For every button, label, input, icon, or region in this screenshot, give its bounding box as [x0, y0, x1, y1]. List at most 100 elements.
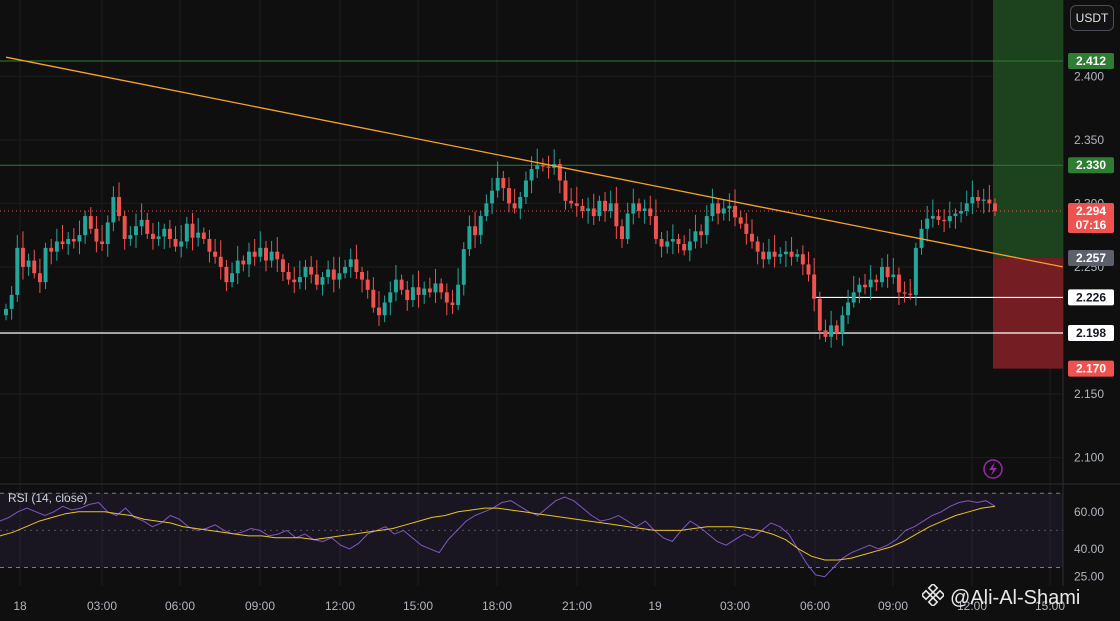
candle-body [699, 231, 704, 236]
candle-body [179, 241, 184, 247]
candle-body [207, 238, 212, 252]
x-tick-label: 18 [13, 599, 27, 613]
candle-body [902, 292, 907, 294]
candle-body [201, 232, 206, 239]
candle-body [337, 273, 342, 280]
candle-body [823, 330, 828, 337]
rsi-y-tick-label: 40.00 [1074, 542, 1104, 556]
candle-body [314, 274, 319, 285]
candle-body [49, 247, 54, 252]
candle-body [812, 274, 817, 299]
candle-body [26, 260, 31, 267]
candle-body [817, 298, 822, 331]
x-tick-label: 03:00 [87, 599, 117, 613]
candle-body [648, 208, 653, 217]
candle-body [258, 247, 263, 257]
price-label-box [1068, 157, 1114, 174]
x-tick-label: 21:00 [562, 599, 592, 613]
candle-body [439, 283, 444, 293]
candle-body [263, 247, 268, 261]
candle-body [829, 325, 834, 337]
x-tick-label: 15:00 [403, 599, 433, 613]
currency-selector-button[interactable]: USDT [1070, 5, 1114, 31]
candle-body [766, 251, 771, 260]
candle-body [343, 266, 348, 274]
candle-body [620, 226, 624, 239]
candle-body [139, 219, 144, 227]
candle-body [535, 165, 540, 170]
candle-body [286, 272, 291, 280]
candle-body [523, 180, 528, 198]
candle-body [478, 216, 483, 236]
candle-body [874, 279, 879, 283]
candle-body [772, 251, 777, 257]
candle-body [382, 302, 387, 316]
countdown-label: 07:16 [1076, 218, 1107, 232]
x-tick-label: 19 [648, 599, 662, 613]
candle-body [280, 259, 285, 273]
candle-body [851, 292, 856, 303]
candle-body [9, 294, 14, 309]
price-label-2226: 2.226 [1076, 290, 1106, 304]
candle-body [150, 233, 155, 239]
candle-body [710, 203, 715, 217]
candle-body [326, 269, 331, 278]
candle-body [506, 188, 511, 204]
lightning-icon-bolt [989, 462, 997, 476]
x-tick-label: 12:00 [957, 599, 987, 613]
candle-body [642, 208, 647, 211]
candle-body [71, 238, 76, 242]
candle-body [693, 231, 698, 242]
candle-body [218, 256, 223, 267]
candle-body [162, 228, 167, 237]
candle-body [473, 226, 478, 236]
candle-body [354, 259, 359, 273]
candle-body [292, 279, 297, 283]
candle-body [687, 241, 692, 251]
candle-body [885, 266, 890, 278]
candle-body [60, 241, 65, 245]
candle-body [908, 293, 913, 295]
candle-body [173, 238, 178, 247]
candle-body [953, 213, 958, 217]
y-tick-label: 2.100 [1074, 451, 1104, 465]
candle-body [778, 254, 783, 257]
candle-body [427, 288, 432, 293]
rsi-band-fill [0, 493, 1063, 568]
candle-body [377, 307, 381, 316]
candle-body [235, 260, 240, 274]
candle-body [190, 223, 195, 238]
candle-body [608, 203, 613, 211]
candle-body [331, 269, 336, 280]
candle-body [275, 251, 280, 260]
candle-body [636, 203, 641, 211]
candle-body [987, 199, 992, 204]
candle-body [591, 208, 596, 217]
watermark-text: @Ali-Al-Shami [950, 586, 1081, 609]
candle-body [896, 274, 901, 293]
price-label-box [1068, 202, 1114, 233]
price-label-box [1068, 360, 1114, 377]
candle-body [37, 273, 42, 283]
candle-body [54, 241, 59, 252]
candle-body [122, 216, 127, 239]
candle-body [393, 279, 398, 293]
rsi-y-tick-label: 60.00 [1074, 505, 1104, 519]
candle-body [597, 200, 602, 217]
candle-body [456, 284, 461, 306]
candle-body [399, 279, 404, 290]
candle-body [360, 272, 365, 280]
candle-body [670, 238, 675, 242]
candle-body [128, 235, 133, 239]
candle-body [738, 217, 743, 224]
candle-body [783, 251, 788, 255]
candle-body [942, 219, 947, 222]
candle-body [834, 325, 839, 334]
candle-body [83, 216, 88, 236]
candle-body [795, 254, 800, 257]
candle-body [716, 203, 721, 214]
candle-body [925, 218, 930, 229]
x-tick-label: 03:00 [720, 599, 750, 613]
candle-body [574, 203, 579, 206]
